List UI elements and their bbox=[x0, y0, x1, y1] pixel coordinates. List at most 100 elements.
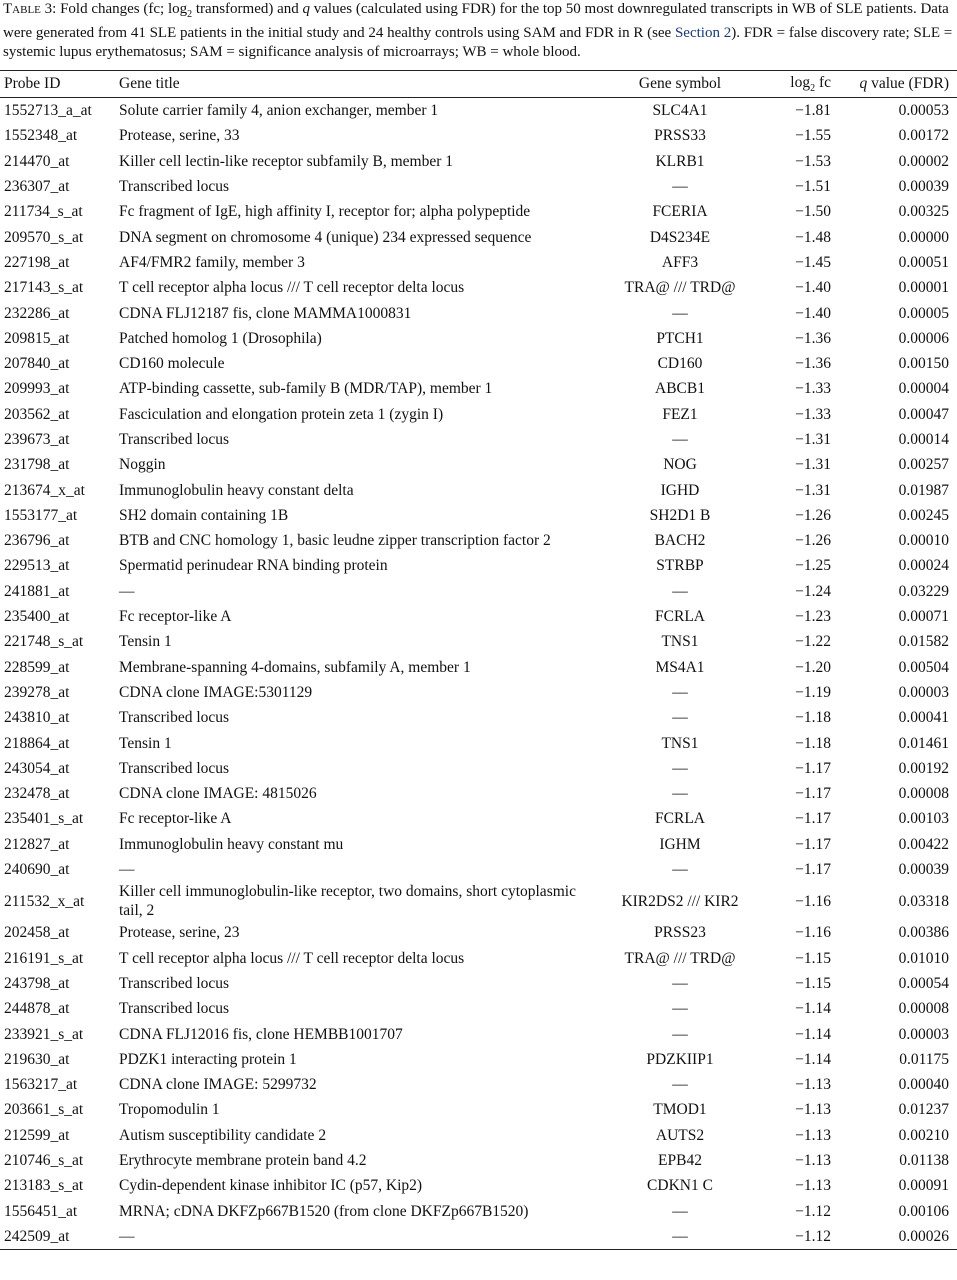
log2-fc: −1.19 bbox=[795, 683, 831, 701]
log2-fc: −1.24 bbox=[795, 582, 831, 600]
table-row: 231798_at Noggin NOG −1.31 0.00257 bbox=[0, 452, 957, 477]
log2-fc: −1.31 bbox=[795, 481, 831, 499]
q-value: 0.00257 bbox=[898, 456, 949, 474]
gene-title: Fasciculation and elongation protein zet… bbox=[119, 405, 444, 423]
caption-label: Table 3: bbox=[3, 1, 57, 17]
gene-symbol: CDKN1 C bbox=[647, 1177, 713, 1195]
q-value: 0.00245 bbox=[898, 506, 949, 524]
gene-title: — bbox=[119, 582, 135, 600]
gene-title: Tensin 1 bbox=[119, 734, 172, 752]
gene-symbol: — bbox=[672, 304, 688, 322]
header-cell: Gene symbol bbox=[638, 75, 722, 92]
table-row: 229513_at Spermatid perinudear RNA bindin… bbox=[0, 553, 957, 578]
table-row: 241881_at — — −1.24 0.03229 bbox=[0, 579, 957, 604]
gene-symbol: — bbox=[672, 709, 688, 727]
table-row: 1552713_a_at Solute carrier family 4, ani… bbox=[0, 98, 957, 124]
gene-title: Membrane-spanning 4-domains, subfamily A… bbox=[119, 658, 471, 676]
section-link[interactable]: Section 2 bbox=[674, 25, 732, 41]
gene-title: CDNA clone IMAGE: 5299732 bbox=[119, 1076, 317, 1094]
q-value: 0.01987 bbox=[898, 481, 949, 499]
gene-title: — bbox=[119, 861, 135, 879]
log2-fc: −1.16 bbox=[795, 924, 831, 942]
table-row: 236307_at Transcribed locus — −1.51 0.00039 bbox=[0, 174, 957, 199]
table-row: 235400_at Fc receptor-like A FCRLA −1.23 0.0… bbox=[0, 604, 957, 629]
gene-symbol: TMOD1 bbox=[653, 1101, 707, 1119]
table-row: 210746_s_at Erythrocyte membrane protein … bbox=[0, 1148, 957, 1173]
q-value: 0.01237 bbox=[898, 1101, 949, 1119]
gene-symbol: AUTS2 bbox=[655, 1126, 705, 1144]
table-row: 202458_at Protease, serine, 23 PRSS23 −1.16… bbox=[0, 920, 957, 945]
table-row: 1563217_at CDNA clone IMAGE: 5299732 — −1.1… bbox=[0, 1072, 957, 1097]
gene-title: MRNA; cDNA DKFZp667B1520 (from clone DKF… bbox=[119, 1202, 529, 1220]
probe-id: 213674_x_at bbox=[4, 481, 85, 499]
table-row: 211734_s_at Fc fragment of IgE, high affi… bbox=[0, 199, 957, 224]
probe-id: 243798_at bbox=[4, 974, 70, 992]
gene-symbol: — bbox=[672, 1000, 688, 1018]
gene-symbol: — bbox=[672, 1227, 688, 1245]
q-value: 0.00041 bbox=[898, 709, 949, 727]
log2-fc: −1.31 bbox=[795, 431, 831, 448]
gene-symbol: CD160 bbox=[657, 355, 703, 373]
gene-title: SH2 domain containing 1B bbox=[119, 506, 289, 524]
gene-title: CDNA FLJ12187 fis, clone MAMMA1000831 bbox=[119, 304, 412, 322]
gene-title: AF4/FMR2 family, member 3 bbox=[119, 253, 305, 271]
gene-symbol: — bbox=[672, 759, 688, 777]
gene-title: Tropomodulin 1 bbox=[119, 1101, 220, 1119]
gene-title: Transcribed locus bbox=[119, 974, 230, 992]
gene-symbol: PTCH1 bbox=[656, 329, 704, 347]
table-row: 228599_at Membrane-spanning 4-domains, su… bbox=[0, 655, 957, 680]
q-value: 0.03229 bbox=[898, 582, 949, 600]
gene-symbol: D4S234E bbox=[649, 228, 711, 246]
gene-title: Transcribed locus bbox=[119, 1000, 230, 1018]
table-row: 217143_s_at T cell receptor alpha locus /… bbox=[0, 275, 957, 300]
table-row: 239278_at CDNA clone IMAGE:5301129 — −1.19 0… bbox=[0, 680, 957, 705]
gene-title: BTB and CNC homology 1, basic leudne zip… bbox=[119, 532, 551, 550]
gene-title: CDNA clone IMAGE: 4815026 bbox=[119, 785, 317, 803]
table-row: 207840_at CD160 molecule CD160 −1.36 0.00150 bbox=[0, 351, 957, 376]
table-row: 221748_s_at Tensin 1 TNS1 −1.22 0.01582 bbox=[0, 629, 957, 654]
caption-text: transformed) and bbox=[192, 1, 303, 17]
table-row: 235401_s_at Fc receptor-like A FCRLA −1.17 0… bbox=[0, 806, 957, 831]
caption-text: Fold changes (fc; log bbox=[56, 1, 188, 17]
probe-id: 239673_at bbox=[4, 431, 70, 448]
probe-id: 217143_s_at bbox=[4, 279, 84, 297]
probe-id: 1563217_at bbox=[4, 1076, 78, 1094]
q-value: 0.00422 bbox=[898, 835, 949, 853]
gene-title: Autism susceptibility candidate 2 bbox=[119, 1126, 327, 1144]
probe-id: 240690_at bbox=[4, 861, 70, 879]
q-value: 0.00053 bbox=[898, 102, 949, 120]
gene-title: Fc fragment of IgE, high affinity I, rec… bbox=[119, 203, 531, 221]
gene-title: Transcribed locus bbox=[119, 178, 230, 196]
log2-fc: −1.25 bbox=[795, 557, 831, 575]
log2-fc: −1.33 bbox=[795, 380, 831, 398]
gene-symbol: ABCB1 bbox=[655, 380, 705, 398]
log2-fc: −1.26 bbox=[795, 506, 831, 524]
q-value: 0.01138 bbox=[899, 1152, 949, 1170]
q-value: 0.00010 bbox=[898, 532, 949, 550]
log2-fc: −1.50 bbox=[795, 203, 831, 221]
probe-id: 207840_at bbox=[4, 355, 70, 373]
table-row: 212827_at Immunoglobulin heavy constant m… bbox=[0, 832, 957, 857]
log2-fc: −1.48 bbox=[795, 228, 831, 246]
gene-symbol: IGHD bbox=[660, 481, 700, 499]
gene-title: PDZK1 interacting protein 1 bbox=[119, 1050, 297, 1068]
log2-fc: −1.15 bbox=[795, 974, 831, 992]
probe-id: 231798_at bbox=[4, 456, 70, 474]
log2-fc: −1.53 bbox=[795, 152, 831, 170]
probe-id: 213183_s_at bbox=[4, 1177, 84, 1195]
q-value: 0.03318 bbox=[898, 892, 949, 910]
table-row: 216191_s_at T cell receptor alpha locus /… bbox=[0, 946, 957, 971]
q-value: 0.00051 bbox=[898, 253, 949, 271]
table-row: 203562_at Fasciculation and elongation pr… bbox=[0, 402, 957, 427]
q-value: 0.00039 bbox=[898, 178, 949, 196]
gene-title: T cell receptor alpha locus /// T cell r… bbox=[119, 279, 465, 297]
log2-fc: −1.18 bbox=[795, 734, 831, 752]
probe-id: 241881_at bbox=[4, 582, 70, 600]
header-cell: Probe ID bbox=[4, 75, 61, 92]
gene-symbol: PDZKIIP1 bbox=[646, 1050, 714, 1068]
q-value: 0.00150 bbox=[898, 355, 949, 373]
q-value: 0.00091 bbox=[898, 1177, 949, 1195]
log2-fc: −1.81 bbox=[795, 102, 831, 120]
probe-id: 243810_at bbox=[4, 709, 70, 727]
log2-fc: −1.22 bbox=[795, 633, 831, 651]
